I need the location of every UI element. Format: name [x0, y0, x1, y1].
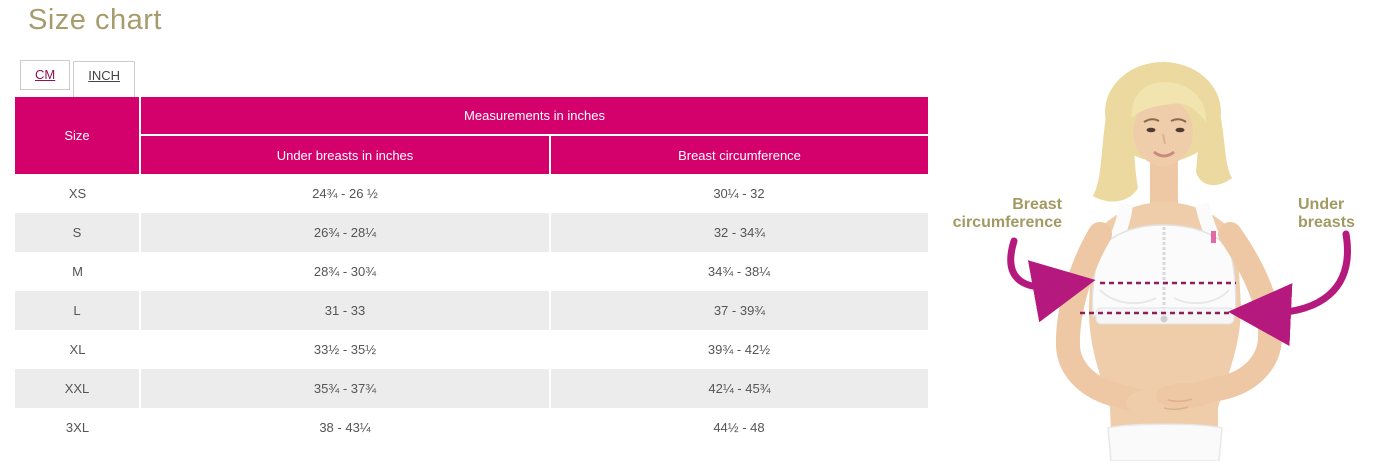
- breast-circumference-column-header: Breast circumference: [549, 135, 928, 174]
- under-breasts-column-header: Under breasts in inches: [139, 135, 550, 174]
- breast-circumference-label-line1: Breast: [1012, 196, 1062, 213]
- measurements-group-header: Measurements in inches: [139, 97, 928, 136]
- under-breasts-cell: 24¾ - 26 ½: [312, 186, 378, 201]
- breast-circumference-cell: 30¼ - 32: [713, 186, 765, 201]
- size-cell: 3XL: [65, 420, 90, 435]
- table-row: M 28¾ - 30¾ 34¾ - 38¼: [15, 252, 928, 291]
- under-breasts-cell: 35¾ - 37¾: [139, 369, 550, 408]
- size-cell: S: [15, 213, 140, 252]
- size-cell: XS: [68, 186, 87, 201]
- table-row: 3XL 38 - 43¼ 44½ - 48: [15, 408, 928, 447]
- size-table-body: XS 24¾ - 26 ½ 30¼ - 32 S 26¾ - 28¼ 32 - 34¾ M 2…: [15, 174, 928, 447]
- page-title: Size chart: [28, 4, 162, 36]
- table-row: XXL 35¾ - 37¾ 42¼ - 45¾: [15, 369, 928, 408]
- size-table: Size Measurements in inches Under breast…: [15, 97, 928, 447]
- table-row: XL 33½ - 35½ 39¾ - 42½: [15, 330, 928, 369]
- under-breasts-cell: 26¾ - 28¼: [139, 213, 550, 252]
- breast-circumference-arrow: [1007, 237, 1096, 323]
- tab-inch[interactable]: INCH: [73, 61, 135, 97]
- under-breasts-cell: 31 - 33: [139, 291, 550, 330]
- model-head: [1131, 82, 1207, 206]
- under-breasts-cell: 38 - 43¼: [319, 420, 371, 435]
- breast-circumference-cell: 42¼ - 45¾: [549, 369, 928, 408]
- breast-circumference-label-line2: circumference: [953, 214, 1062, 231]
- size-column-header: Size: [15, 97, 140, 174]
- size-cell: XXL: [15, 369, 140, 408]
- table-row: XS 24¾ - 26 ½ 30¼ - 32: [15, 174, 928, 213]
- table-row: S 26¾ - 28¼ 32 - 34¾: [15, 213, 928, 252]
- breast-circumference-cell: 39¾ - 42½: [707, 342, 771, 357]
- under-breasts-cell: 28¾ - 30¾: [313, 264, 377, 279]
- breast-circumference-cell: 44½ - 48: [713, 420, 765, 435]
- breast-circumference-cell: 34¾ - 38¼: [707, 264, 771, 279]
- under-breasts-label-line2: breasts: [1298, 214, 1355, 231]
- size-table-header: Size Measurements in inches Under breast…: [15, 97, 928, 174]
- size-cell: L: [15, 291, 140, 330]
- model-panties: [1107, 423, 1223, 461]
- bra-logo-tag: [1211, 231, 1216, 243]
- breast-circumference-cell: 32 - 34¾: [549, 213, 928, 252]
- size-cell: M: [72, 264, 83, 279]
- tab-cm-label[interactable]: CM: [35, 67, 56, 82]
- model-photo: Breast circumference Under breasts: [953, 62, 1355, 461]
- measurement-figure: Breast circumference Under breasts: [950, 56, 1375, 461]
- unit-tabs: CM INCH: [20, 60, 138, 97]
- bra-top: [1091, 202, 1237, 325]
- table-row: L 31 - 33 37 - 39¾: [15, 291, 928, 330]
- breast-circumference-cell: 37 - 39¾: [549, 291, 928, 330]
- under-breasts-label-line1: Under: [1298, 196, 1344, 213]
- size-cell: XL: [69, 342, 86, 357]
- under-breasts-arrow: [1228, 230, 1351, 347]
- tab-inch-label[interactable]: INCH: [88, 68, 120, 83]
- under-breasts-cell: 33½ - 35½: [313, 342, 377, 357]
- tab-cm[interactable]: CM: [20, 60, 71, 90]
